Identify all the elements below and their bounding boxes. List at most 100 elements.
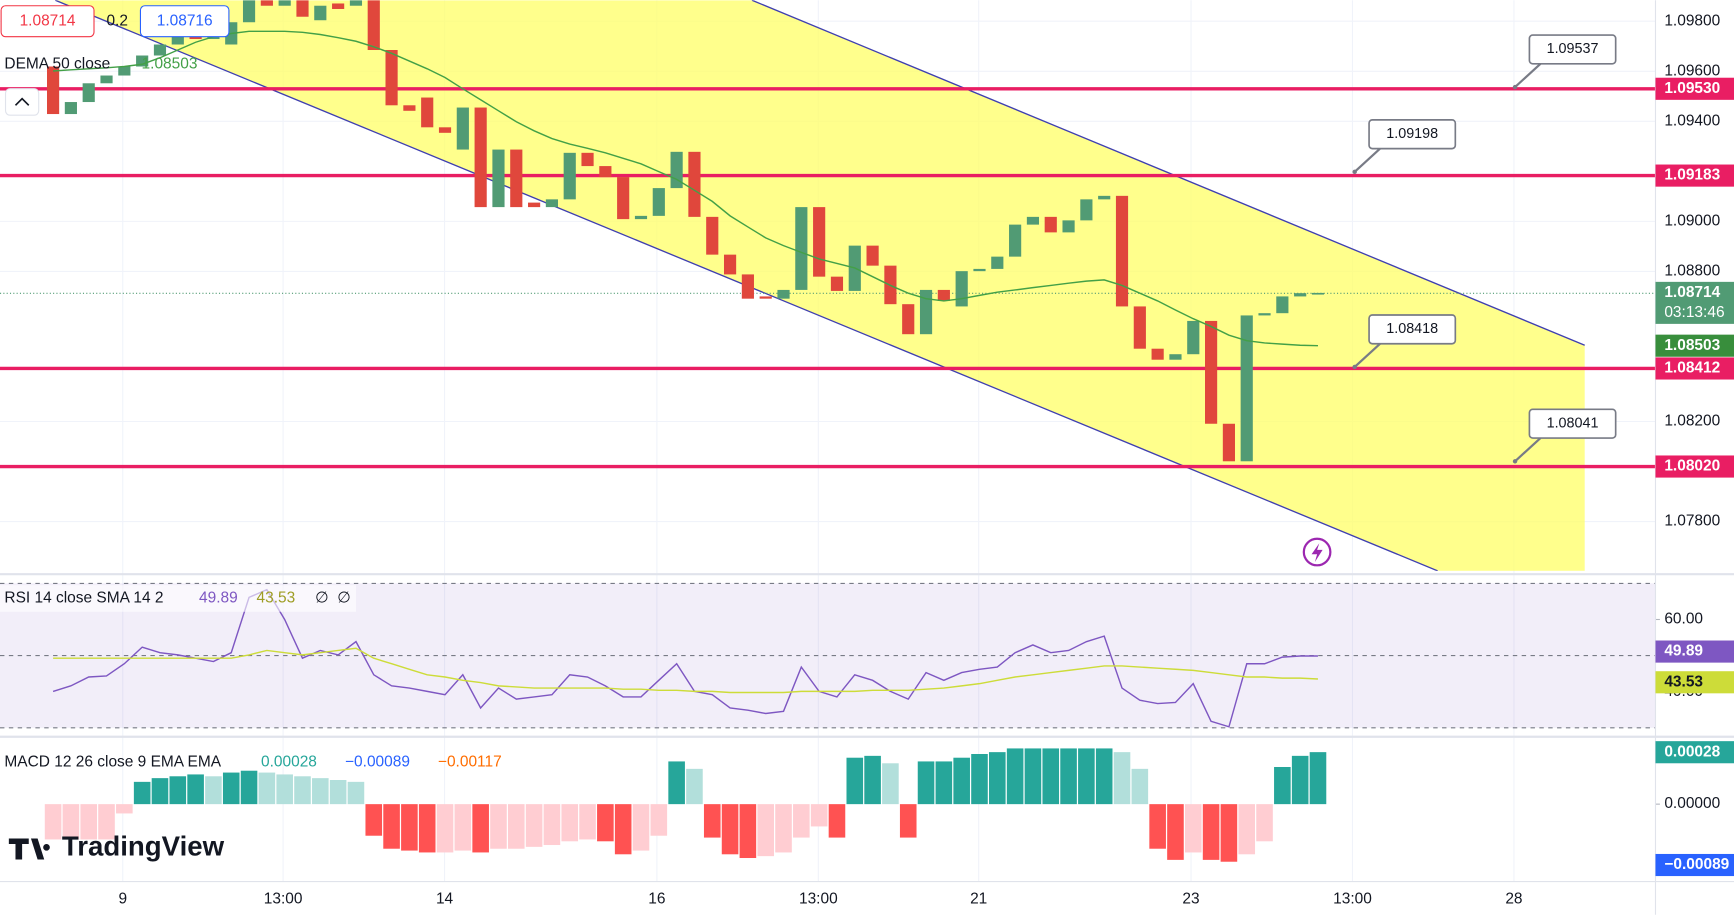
candle (937, 289, 950, 301)
histogram-bar (775, 804, 792, 853)
channel-upper (751, 0, 1585, 346)
legend-bg (0, 585, 357, 612)
histogram-bar (1042, 748, 1060, 805)
legend-extra: ∅ (337, 590, 350, 607)
candle (1133, 306, 1146, 349)
histogram-bar (44, 804, 62, 840)
event-icon-bolt (1311, 543, 1323, 563)
histogram-bar (507, 804, 525, 849)
candle (866, 245, 879, 266)
axis-value-label-box (1655, 671, 1734, 694)
candle (260, 0, 273, 6)
histogram-bar (1167, 804, 1184, 860)
buy-button[interactable] (139, 5, 230, 38)
histogram-bar (1220, 804, 1238, 862)
y-tick-label: 1.09600 (1664, 62, 1720, 79)
level-label-box (1655, 77, 1734, 100)
histogram-bar (383, 804, 400, 849)
candle (777, 289, 790, 299)
histogram-bar (864, 755, 881, 805)
x-tick-label: 23 (1182, 890, 1199, 907)
axis-value-label: 43.53 (1664, 673, 1703, 690)
candle (741, 274, 754, 299)
level-label-box (1655, 357, 1734, 380)
histogram-bar (525, 804, 543, 847)
logo-text: TradingView (62, 831, 225, 862)
candle (759, 296, 772, 299)
histogram-bar (187, 774, 204, 805)
candle (349, 0, 363, 6)
histogram-bar (169, 776, 187, 805)
level-label: 1.08020 (1664, 458, 1720, 475)
candle (403, 105, 416, 111)
candle (314, 5, 327, 21)
histogram-bar (828, 804, 846, 838)
histogram-bar (294, 776, 311, 805)
candle (919, 289, 933, 335)
candle (1026, 216, 1040, 225)
countdown: 03:13:46 (1664, 304, 1724, 321)
axis-value-box (1655, 741, 1734, 764)
histogram-bar (989, 752, 1006, 805)
histogram-bar (472, 804, 489, 853)
histogram-bar (98, 804, 115, 840)
histogram-bar (971, 753, 988, 805)
candle (902, 304, 915, 335)
spread: 0.2 (106, 12, 128, 29)
histogram-bar (80, 804, 98, 840)
candle (242, 0, 256, 23)
histogram-bar (1256, 804, 1273, 842)
candle (1169, 354, 1182, 360)
candle (1098, 195, 1111, 200)
histogram-bar (205, 776, 222, 805)
axis-value-label-box (1655, 640, 1734, 663)
callout-label: 1.08418 (1386, 321, 1438, 337)
candle (438, 127, 452, 133)
logo-mark (8, 838, 50, 860)
candle (492, 149, 505, 208)
candle (617, 177, 630, 220)
candle (1115, 195, 1129, 307)
collapse-button[interactable] (4, 88, 40, 116)
histogram-bar (899, 804, 917, 838)
legend-value: 0.00028 (261, 753, 317, 770)
histogram-bar (686, 768, 703, 805)
histogram-bar (953, 757, 970, 805)
candle (1062, 220, 1075, 233)
y-tick-label: 1.08800 (1664, 262, 1720, 279)
macd-marks (44, 748, 1327, 862)
callout-box (1528, 34, 1617, 65)
histogram-bar (1078, 748, 1095, 805)
histogram-bar (1024, 748, 1042, 805)
callout-dot (1512, 84, 1518, 90)
indicator-name: DEMA 50 close (4, 55, 110, 72)
candle (1009, 224, 1022, 257)
candle (634, 215, 648, 220)
histogram-bar (329, 780, 347, 805)
line (53, 647, 1319, 694)
labels: 1.09800 1.09600 1.09400 1.09000 1.08800 1.082… (0, 12, 1734, 907)
x-tick-label: 14 (436, 890, 454, 907)
sell-button[interactable] (0, 5, 95, 38)
candle (670, 151, 683, 189)
axis-value-label: −0.00089 (1664, 856, 1729, 873)
candle (385, 50, 398, 106)
histogram-bar (401, 804, 418, 851)
candle (706, 216, 719, 255)
callout-pointer (1514, 62, 1542, 88)
candle (1258, 313, 1271, 316)
main-pane (0, 0, 1656, 571)
histogram-bar (62, 804, 80, 840)
histogram-bar (739, 804, 757, 859)
histogram-bar (1291, 755, 1309, 805)
level-label-box (1655, 164, 1734, 187)
callout-pointer (1514, 437, 1542, 463)
legend-value: −0.00089 (345, 753, 410, 770)
axis-value-label: 49.89 (1664, 643, 1703, 660)
x-tick-label: 28 (1505, 890, 1522, 907)
histogram-bar (846, 757, 864, 805)
event-icon[interactable] (1302, 537, 1332, 567)
histogram-bar (1113, 752, 1131, 805)
candle (688, 151, 701, 217)
